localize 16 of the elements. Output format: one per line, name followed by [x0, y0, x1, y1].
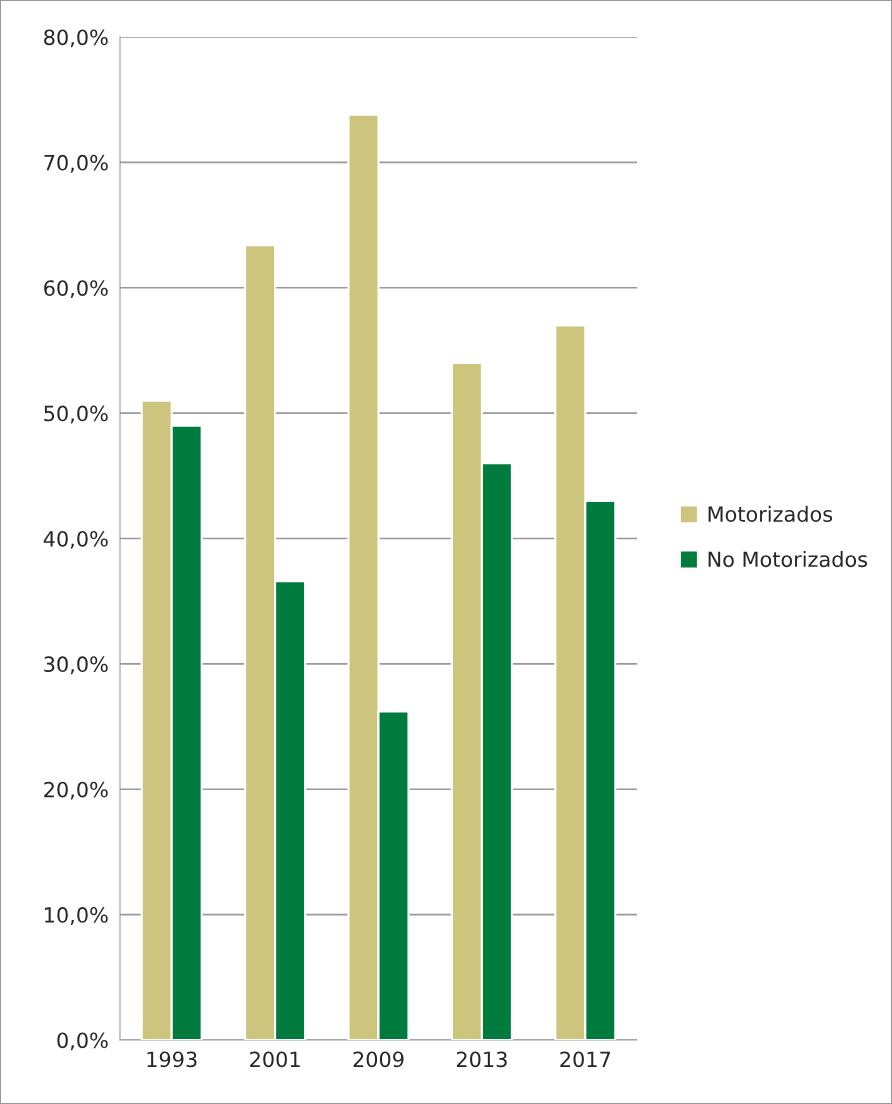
- x-tick-label: 2013: [456, 1051, 507, 1068]
- y-tick-label: 40,0%: [43, 530, 108, 549]
- x-tick-label: 2001: [250, 1051, 300, 1068]
- y-tick-label: 20,0%: [44, 781, 108, 800]
- y-tick-label: 80,0%: [44, 29, 108, 48]
- legend-label: Motorizados: [708, 505, 833, 522]
- y-tick-label: 30,0%: [44, 656, 108, 675]
- y-tick-label: 10,0%: [45, 907, 108, 925]
- y-tick-label: 60,0%: [44, 280, 108, 299]
- y-tick-label: 0,0%: [57, 1032, 108, 1051]
- y-tick-label: 70,0%: [44, 154, 108, 173]
- y-tick-label: 50,0%: [44, 405, 108, 424]
- legend-label: No Motorizados: [708, 551, 868, 568]
- x-tick-label: 2017: [560, 1051, 611, 1068]
- x-tick-label: 1993: [147, 1051, 197, 1068]
- x-tick-label: 2009: [353, 1051, 404, 1068]
